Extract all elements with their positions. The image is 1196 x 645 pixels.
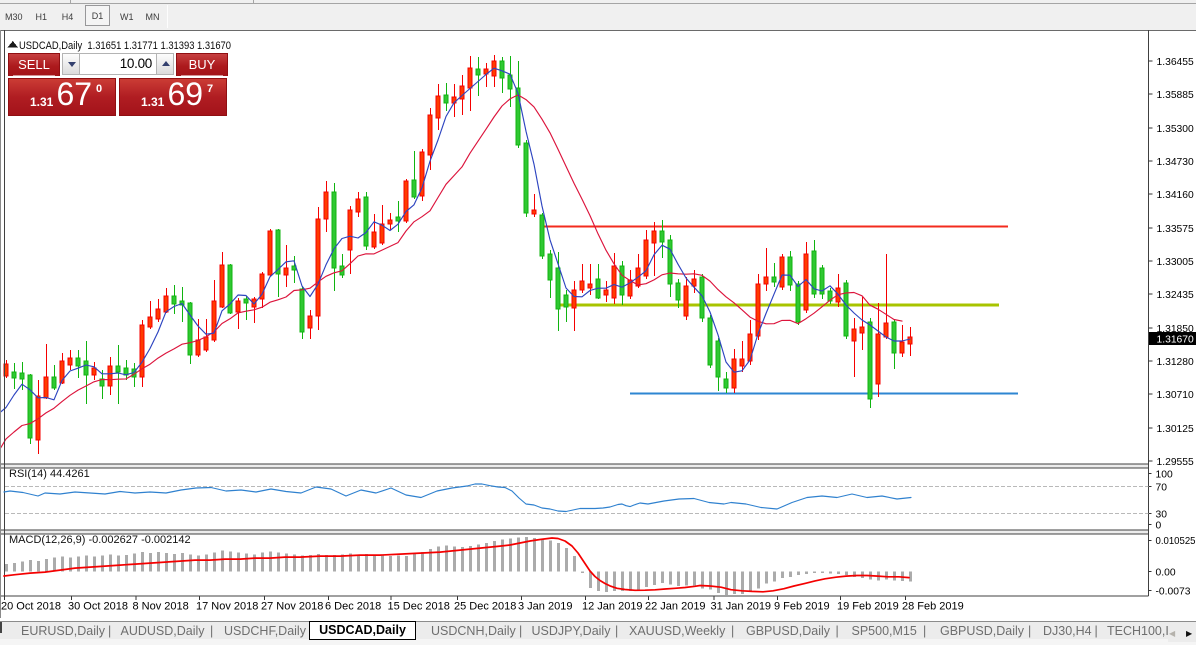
svg-text:1.30710: 1.30710 [1157,390,1194,401]
svg-text:19 Feb 2019: 19 Feb 2019 [837,601,899,613]
svg-text:6 Dec 2018: 6 Dec 2018 [325,601,381,613]
svg-text:20 Oct 2018: 20 Oct 2018 [1,601,61,613]
svg-text:9 Feb 2019: 9 Feb 2019 [774,601,830,613]
svg-text:1.31850: 1.31850 [1157,324,1194,335]
svg-text:-0.0073: -0.0073 [1156,586,1191,597]
svg-text:0.010525: 0.010525 [1156,536,1196,547]
svg-text:1.33005: 1.33005 [1157,257,1194,268]
svg-text:0: 0 [1156,520,1162,531]
svg-text:17 Nov 2018: 17 Nov 2018 [196,601,258,613]
svg-text:1.33575: 1.33575 [1157,224,1194,235]
svg-text:USDCAD,Daily 1.31651 1.31771: USDCAD,Daily 1.31651 1.31771 1.31393 1.3… [19,40,231,52]
svg-text:100: 100 [1156,469,1173,480]
svg-text:31 Jan 2019: 31 Jan 2019 [711,601,772,613]
svg-text:1.31280: 1.31280 [1157,357,1194,368]
svg-text:1.36455: 1.36455 [1157,57,1194,68]
svg-text:1.35885: 1.35885 [1157,90,1194,101]
svg-text:1.31670: 1.31670 [1157,335,1194,346]
svg-text:30: 30 [1156,509,1168,520]
svg-text:1.34730: 1.34730 [1157,157,1194,168]
svg-text:27 Nov 2018: 27 Nov 2018 [261,601,323,613]
svg-text:12 Jan 2019: 12 Jan 2019 [582,601,643,613]
svg-text:8 Nov 2018: 8 Nov 2018 [133,601,189,613]
svg-text:MACD(12,26,9) -0.002627 -0.002: MACD(12,26,9) -0.002627 -0.002142 [9,534,191,546]
svg-text:30 Oct 2018: 30 Oct 2018 [68,601,128,613]
svg-text:1.32435: 1.32435 [1157,290,1194,301]
svg-text:25 Dec 2018: 25 Dec 2018 [454,601,516,613]
svg-text:1.29555: 1.29555 [1157,457,1194,468]
svg-text:1.35300: 1.35300 [1157,124,1194,135]
svg-text:1.30125: 1.30125 [1157,424,1194,435]
svg-text:15 Dec 2018: 15 Dec 2018 [388,601,450,613]
svg-text:3 Jan 2019: 3 Jan 2019 [518,601,572,613]
svg-text:70: 70 [1156,482,1168,493]
svg-text:1.34160: 1.34160 [1157,190,1194,201]
svg-text:28 Feb 2019: 28 Feb 2019 [902,601,964,613]
svg-text:22 Jan 2019: 22 Jan 2019 [645,601,706,613]
svg-text:RSI(14) 44.4261: RSI(14) 44.4261 [9,468,90,480]
svg-text:0.00: 0.00 [1156,567,1176,578]
